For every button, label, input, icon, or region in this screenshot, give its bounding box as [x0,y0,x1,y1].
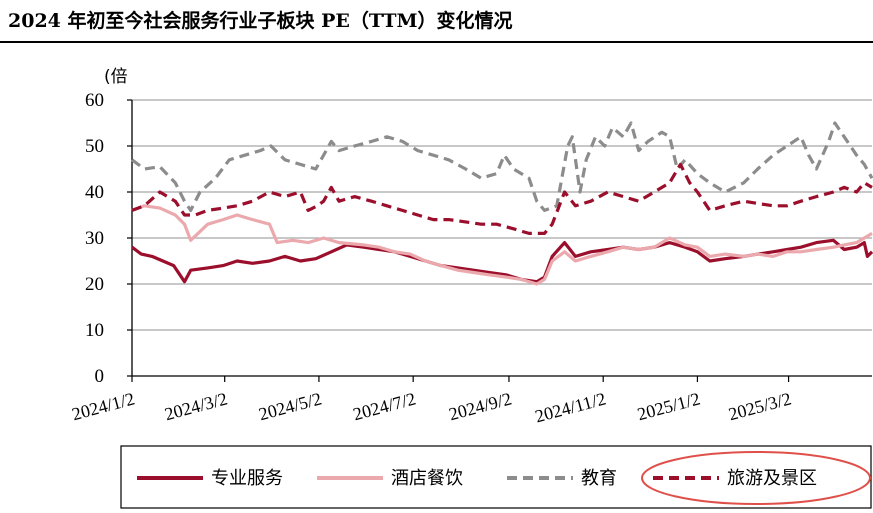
y-tick-label-60: 60 [85,90,104,111]
legend-box [120,445,872,509]
chart-title: 2024 年初至今社会服务行业子板块 PE（TTM）变化情况 [8,10,513,32]
legend-label-2: 教育 [581,468,617,489]
series-line-3 [131,162,873,235]
y-tick-label-30: 30 [85,228,104,249]
y-tick-label-40: 40 [85,182,104,203]
legend-highlight-ellipse [641,451,871,505]
x-tick-label-3: 2024/7/2 [351,388,418,424]
axis-layer: 0 10 20 30 40 50 60(倍 2024/1/2 2024/3/2 2024/5/2 2… [70,67,872,426]
x-tick-label-2: 2024/5/2 [257,388,324,424]
y-tick-label-10: 10 [85,320,104,341]
y-tick-label-20: 20 [85,274,104,295]
y-axis-unit-label: (倍 [104,67,128,87]
y-tick-label-50: 50 [85,136,104,157]
title-rule [0,41,873,43]
x-tick-label-0: 2024/1/2 [70,388,137,424]
grid-layer [132,99,872,331]
legend-label-3: 旅游及景区 [727,468,817,489]
x-tick-label-5: 2024/11/2 [533,388,608,426]
series-line-2 [131,121,873,212]
legend-label-1: 酒店餐饮 [391,468,463,489]
legend-label-0: 专业服务 [211,468,283,489]
y-tick-label-0: 0 [95,366,105,387]
series-line-1 [131,204,873,286]
legend-layer: 专业服务 酒店餐饮 教育 旅游及景区 [120,445,872,509]
x-tick-label-1: 2024/3/2 [162,388,229,424]
x-tick-label-7: 2025/3/2 [726,388,793,424]
x-tick-label-6: 2025/1/2 [635,388,702,424]
x-tick-label-4: 2024/9/2 [447,388,514,424]
series-layer [131,121,873,286]
